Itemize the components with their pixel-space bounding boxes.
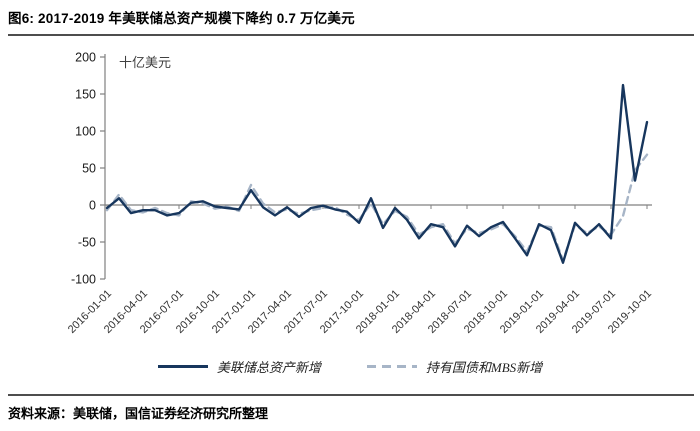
y-tick-label: 150 (75, 88, 96, 102)
figure-title: 图6: 2017-2019 年美联储总资产规模下降约 0.7 万亿美元 (8, 7, 694, 36)
y-tick-label: -100 (71, 273, 96, 287)
y-tick-label: 0 (89, 199, 96, 213)
chart-area: 200 150 100 50 0 -50 -100 十亿美元 2016-01-01 2016-04… (0, 40, 700, 355)
y-axis-unit-label: 十亿美元 (119, 55, 171, 70)
legend-item-total-assets: 美联储总资产新增 (157, 357, 321, 376)
x-axis: 2016-01-012016-04-012016-07-012016-10-01… (66, 204, 654, 336)
fed-assets-line-chart: 200 150 100 50 0 -50 -100 十亿美元 2016-01-012016-04… (66, 51, 654, 336)
chart-legend: 美联储总资产新增 持有国债和MBS新增 (0, 357, 700, 376)
legend-item-treasury-mbs: 持有国债和MBS新增 (366, 357, 543, 376)
footer-divider (8, 394, 694, 396)
legend-label-treasury-mbs: 持有国债和MBS新增 (425, 360, 543, 375)
y-axis: 200 150 100 50 0 -50 -100 (71, 51, 106, 287)
series-treasury-mbs-line (105, 153, 649, 262)
legend-label-total-assets: 美联储总资产新增 (216, 360, 321, 375)
source-note: 资料来源：美联储，国信证券经济研究所整理 (8, 406, 269, 421)
y-tick-label: 50 (82, 162, 96, 176)
dashed-line-swatch (366, 365, 417, 368)
y-tick-label: 100 (75, 125, 96, 139)
y-tick-label: -50 (78, 236, 96, 250)
solid-line-swatch (157, 365, 208, 368)
series-total-assets-line (105, 83, 649, 264)
y-tick-label: 200 (75, 51, 96, 65)
